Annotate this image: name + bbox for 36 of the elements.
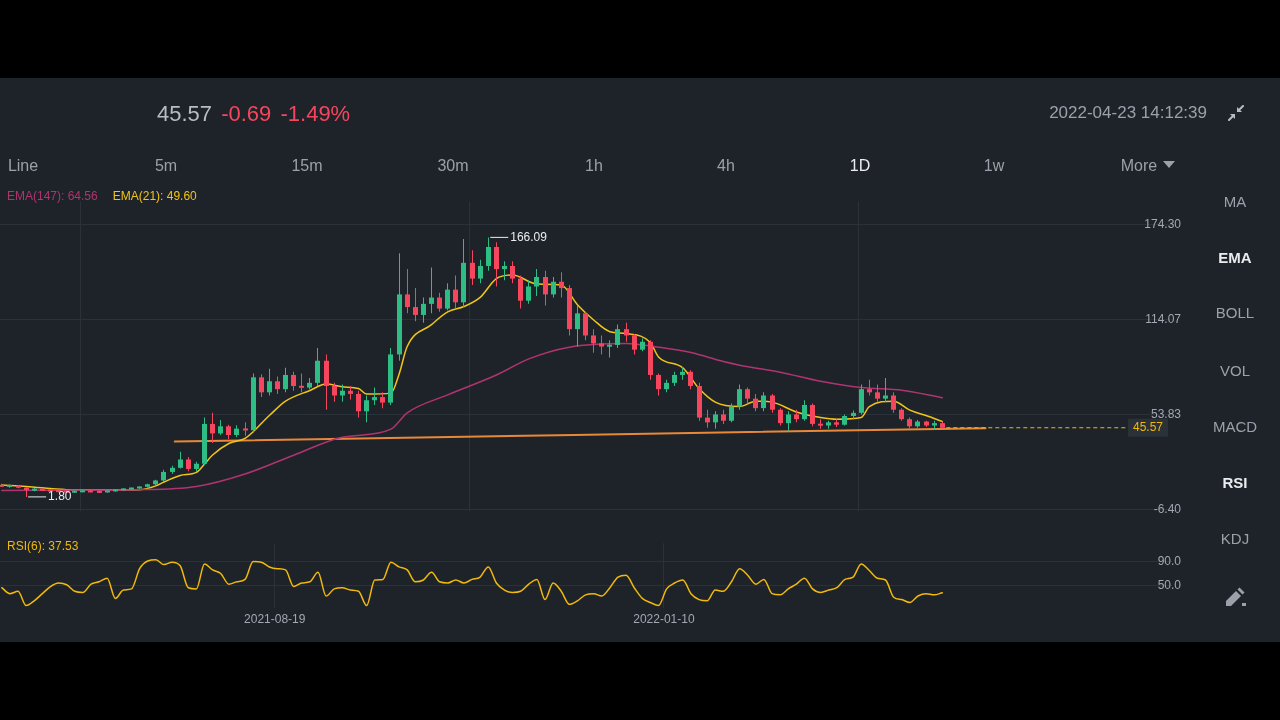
text: EMA(147): 64.56 (7, 189, 98, 203)
text: BOLL (1215, 303, 1255, 323)
y-tick-label: 50.0 (1157, 577, 1182, 592)
text: 45.57 -0.69 -1.49% (157, 101, 351, 126)
y-tick-label: 114.07 (1145, 311, 1182, 326)
annotation: 166.09 (510, 229, 548, 244)
text: MA (1223, 192, 1247, 212)
text: KDJ (1220, 529, 1250, 549)
text: RSI (1222, 473, 1248, 493)
text: More (1120, 156, 1158, 176)
annotation: 1.80 (48, 489, 72, 504)
text: RSI(6): 37.53 (7, 539, 79, 553)
line-series (1, 342, 944, 492)
text: EMA (1218, 248, 1252, 268)
x-tick-label: 2021-08-19 (244, 612, 306, 627)
y-tick-label: 53.83 (1150, 407, 1182, 422)
text: 5m (154, 156, 178, 176)
y-tick-label: -6.40 (1153, 502, 1182, 517)
text: MACD (1212, 417, 1258, 437)
candlestick (243, 422, 248, 436)
y-tick-label: 90.0 (1157, 553, 1182, 568)
line-series (1, 559, 944, 607)
text: 1h (585, 156, 603, 176)
ref-line-label: 45.57 (1132, 420, 1164, 435)
text: 1D (849, 156, 871, 176)
text: 15m (291, 156, 323, 176)
candlestick (607, 340, 612, 358)
text: 30m (437, 156, 469, 176)
text: 2022-04-23 14:12:39 (1049, 102, 1207, 124)
x-tick-label: 2022-01-10 (633, 612, 695, 627)
text: Line (7, 156, 39, 176)
text: 4h (717, 156, 735, 176)
text: 1w (983, 156, 1005, 176)
text: VOL (1219, 361, 1251, 381)
y-tick-label: 174.30 (1144, 216, 1182, 231)
text: EMA(21): 49.60 (112, 189, 197, 203)
